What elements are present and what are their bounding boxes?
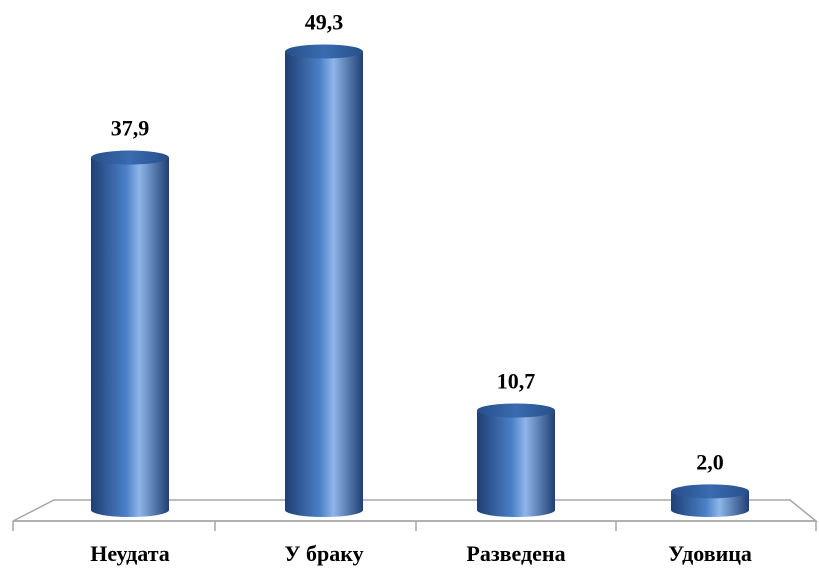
bar-top-3 — [477, 403, 555, 418]
bar-body-4 — [671, 491, 749, 517]
bar-body-1 — [91, 157, 169, 517]
data-label-3: 10,7 — [497, 368, 536, 393]
data-label-2: 49,3 — [305, 10, 344, 35]
bar-4 — [671, 484, 749, 517]
data-label-1: 37,9 — [111, 116, 150, 141]
bar-1 — [91, 150, 169, 517]
bar-top-2 — [285, 44, 363, 59]
bar-3 — [477, 403, 555, 517]
bars-group — [91, 44, 749, 517]
category-label-2: У браку — [284, 541, 363, 566]
bar-body-3 — [477, 410, 555, 517]
category-label-4: Удовица — [668, 541, 752, 566]
category-label-1: Неудата — [90, 541, 170, 566]
data-labels-group: 37,9 49,3 10,7 2,0 — [111, 10, 724, 475]
bar-top-1 — [91, 150, 169, 165]
category-labels-group: Неудата У браку Разведена Удовица — [90, 541, 752, 566]
bar-top-4 — [671, 484, 749, 499]
data-label-4: 2,0 — [696, 449, 724, 474]
category-label-3: Разведена — [466, 541, 565, 566]
bar-2 — [285, 44, 363, 517]
bar-body-2 — [285, 51, 363, 517]
